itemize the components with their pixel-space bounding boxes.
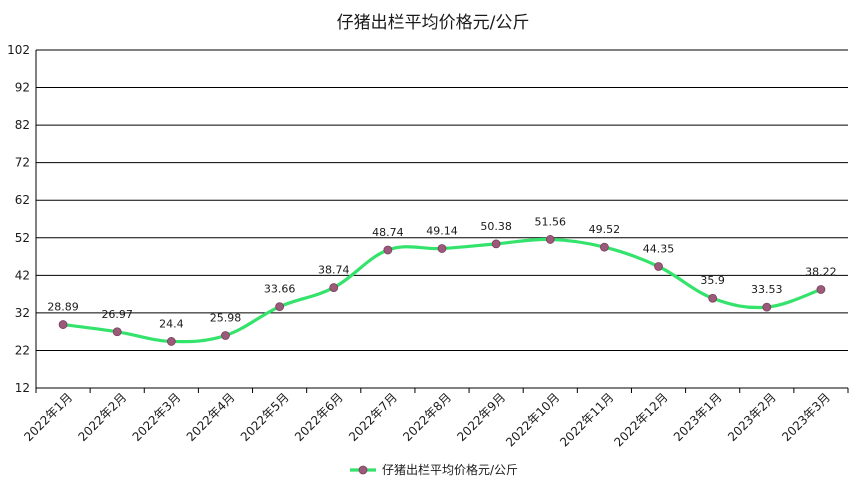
data-point [654,262,663,271]
data-point [58,320,68,329]
legend-label: 仔猪出栏平均价格元/公斤 [382,462,518,477]
y-tick-label: 62 [15,193,30,207]
x-tick-label: 2022年2月 [75,390,129,444]
data-label: 48.74 [372,226,404,239]
gridlines [36,49,848,389]
x-tick-label: 2022年6月 [292,390,346,444]
axes [35,50,849,393]
data-point [329,283,339,292]
data-point [112,327,122,337]
data-point [600,242,609,252]
data-label: 44.35 [643,243,675,256]
y-tick-label: 52 [15,231,30,245]
data-label: 24.4 [159,317,184,330]
data-label: 50.38 [480,220,512,233]
data-label: 51.56 [535,215,567,228]
x-tick-label: 2022年5月 [238,390,292,444]
y-tick-label: 12 [15,381,30,395]
y-tick-label: 92 [15,81,30,95]
legend-marker-swatch [358,465,368,475]
x-tick-label: 2022年3月 [130,390,184,444]
data-labels: 28.89 26.97 24.4 25.98 33.66 38.74 48.74 49.14 5… [47,215,836,330]
data-point [708,293,718,303]
chart-title: 仔猪出栏平均价格元/公斤 [337,13,530,33]
data-label: 38.74 [318,264,350,277]
data-label: 49.52 [589,223,621,236]
data-point [545,235,555,244]
x-tick-label: 2023年3月 [779,390,833,444]
data-label: 38.22 [805,266,837,279]
x-tick-label: 2022年12月 [611,390,670,449]
data-label: 25.98 [210,311,242,324]
y-tick-labels: 12 22 32 42 52 62 72 82 92 102 [7,43,30,395]
x-tick-label: 2022年11月 [557,390,616,449]
x-tick-label: 2022年4月 [184,390,238,444]
y-tick-label: 102 [7,43,30,57]
data-label: 33.53 [751,283,783,296]
y-tick-label: 32 [15,306,30,320]
data-label: 49.14 [426,225,458,238]
data-label: 35.9 [700,274,725,287]
y-tick-label: 72 [15,156,30,170]
data-label: 33.66 [264,283,296,296]
x-tick-label: 2023年2月 [725,390,779,444]
data-markers [58,235,826,346]
x-tick-label: 2023年1月 [671,390,725,444]
data-point [383,245,393,255]
x-tick-label: 2022年1月 [21,390,75,444]
x-tick-label: 2022年10月 [503,390,562,449]
data-point [166,337,176,346]
data-point [762,302,772,312]
y-tick-label: 22 [15,343,30,357]
data-label: 28.89 [47,301,79,314]
data-point [491,239,501,249]
legend: 仔猪出栏平均价格元/公斤 [350,462,518,477]
x-tick-label: 2022年7月 [346,390,400,444]
x-tick-label: 2022年8月 [400,390,454,444]
x-tick-label: 2022年9月 [454,390,508,444]
x-tick-labels: 2022年1月 2022年2月 2022年3月 2022年4月 2022年5月 2022年… [21,390,833,449]
data-point [221,331,230,340]
y-tick-label: 82 [15,118,30,132]
data-label: 26.97 [101,308,133,321]
data-point [816,285,826,294]
data-point [437,244,447,253]
data-point [275,302,285,312]
y-tick-label: 42 [15,268,30,282]
